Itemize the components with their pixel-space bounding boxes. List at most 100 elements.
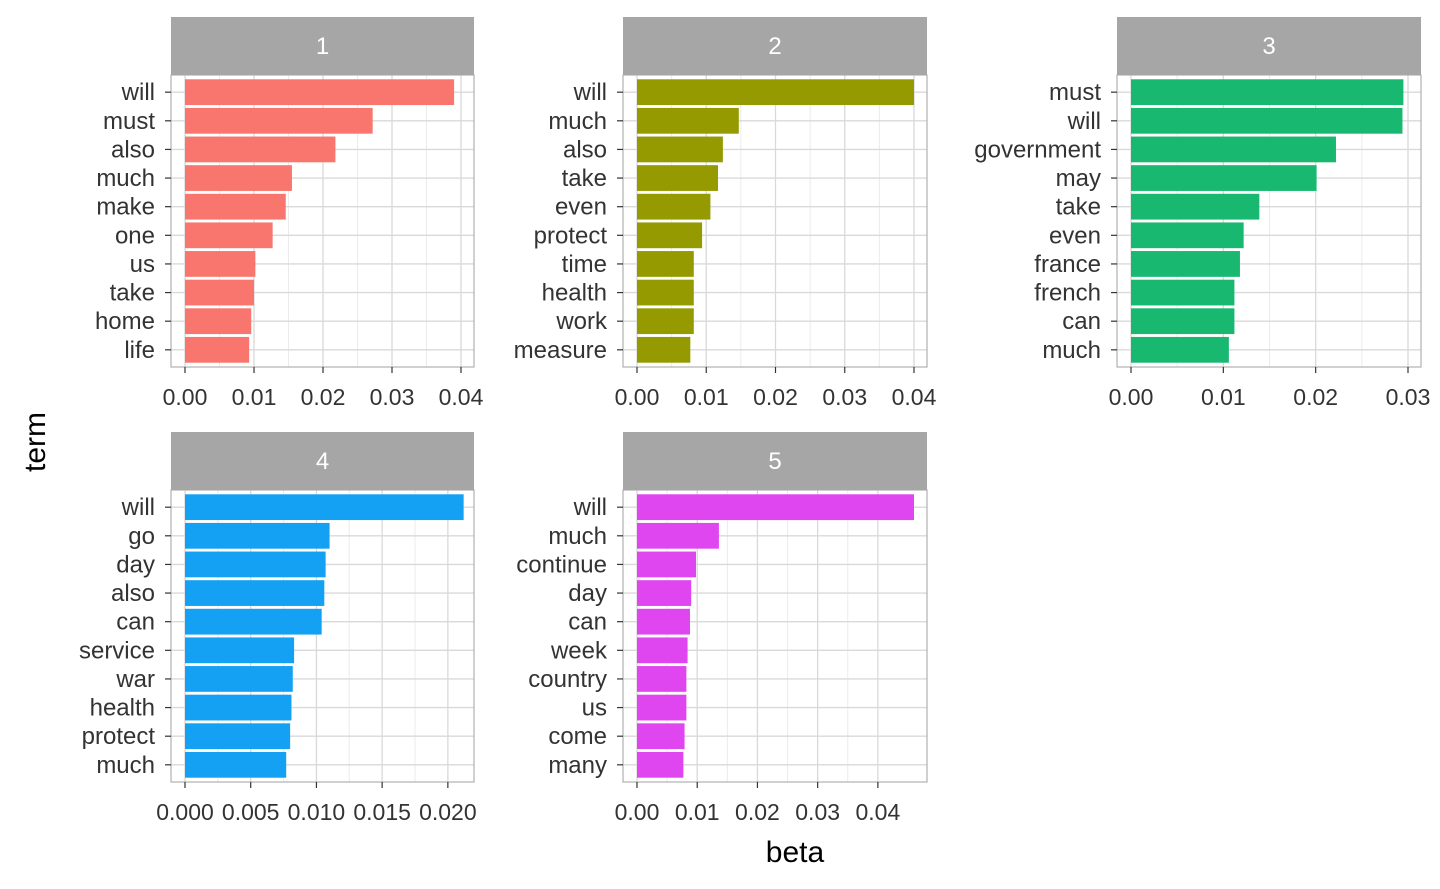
term-label: time — [562, 251, 607, 278]
bar-5-will — [637, 494, 914, 521]
facet-panel-2: 2 willmuchalsotakeevenprotecttimehealthwo… — [514, 17, 937, 410]
x-tick-label: 0.04 — [439, 384, 484, 410]
term-label: even — [1049, 222, 1101, 249]
bar-5-continue — [637, 551, 697, 578]
bar-3-government — [1131, 136, 1336, 163]
bar-4-will — [185, 494, 464, 521]
bar-3-france — [1131, 251, 1240, 277]
term-label: will — [121, 79, 155, 106]
facet-strip-label: 3 — [1262, 33, 1275, 60]
bar-5-can — [637, 608, 690, 635]
x-tick-label: 0.02 — [1293, 384, 1338, 410]
x-tick-label: 0.02 — [753, 384, 798, 410]
facet-strip — [171, 432, 474, 490]
facet-strip — [1117, 17, 1421, 75]
bar-3-will — [1131, 107, 1403, 134]
x-tick-label: 0.03 — [370, 384, 415, 410]
bar-4-health — [185, 694, 292, 721]
term-label: take — [1056, 194, 1101, 221]
bar-5-day — [637, 580, 692, 606]
term-label: will — [573, 79, 607, 106]
x-tick-label: 0.00 — [615, 384, 660, 410]
bar-1-life — [185, 336, 250, 363]
term-label: take — [110, 280, 155, 307]
bar-1-take — [185, 279, 254, 306]
term-label: also — [111, 136, 155, 163]
term-label: france — [1034, 251, 1101, 278]
x-axis-title: beta — [766, 836, 825, 869]
term-label: continue — [516, 551, 607, 578]
term-label: go — [128, 523, 155, 550]
x-tick-label: 0.01 — [1201, 384, 1246, 410]
x-tick-label: 0.010 — [288, 799, 346, 825]
x-tick-label: 0.02 — [735, 799, 780, 825]
term-label: service — [79, 637, 155, 664]
term-label: much — [96, 165, 155, 192]
facet-strip — [171, 17, 474, 75]
bar-5-week — [637, 637, 688, 664]
x-tick-label: 0.00 — [163, 384, 208, 410]
bar-2-much — [637, 107, 739, 134]
facet-panel-5: 5 willmuchcontinuedaycanweekcountryuscome… — [516, 432, 928, 825]
bar-5-country — [637, 666, 687, 692]
term-label: can — [116, 609, 155, 636]
bar-1-make — [185, 193, 286, 220]
term-label: day — [116, 551, 155, 578]
bar-4-war — [185, 666, 293, 692]
x-tick-label: 0.01 — [684, 384, 729, 410]
term-label: french — [1034, 280, 1101, 307]
bar-1-us — [185, 251, 256, 277]
bar-2-also — [637, 136, 723, 163]
term-label: life — [124, 337, 155, 364]
bar-5-many — [637, 751, 684, 778]
bar-3-may — [1131, 165, 1317, 191]
bar-2-protect — [637, 222, 703, 249]
x-tick-label: 0.04 — [892, 384, 937, 410]
bar-3-french — [1131, 279, 1235, 306]
bar-2-take — [637, 165, 719, 191]
term-label: government — [974, 136, 1101, 163]
bar-4-go — [185, 522, 330, 549]
bar-1-much — [185, 165, 292, 191]
x-tick-label: 0.04 — [855, 799, 900, 825]
term-label: war — [115, 666, 155, 693]
term-label: day — [568, 580, 607, 607]
term-label: protect — [534, 222, 608, 249]
term-label: much — [1042, 337, 1101, 364]
term-label: measure — [514, 337, 607, 364]
bar-4-service — [185, 637, 295, 664]
x-tick-label: 0.000 — [156, 799, 214, 825]
term-label: can — [568, 609, 607, 636]
term-label: much — [96, 752, 155, 779]
term-label: may — [1056, 165, 1101, 192]
facet-strip-label: 1 — [316, 33, 329, 60]
bar-1-one — [185, 222, 273, 249]
bar-3-even — [1131, 222, 1244, 249]
x-tick-label: 0.020 — [419, 799, 477, 825]
bar-2-work — [637, 308, 694, 335]
bar-3-must — [1131, 79, 1404, 106]
bar-4-also — [185, 580, 325, 606]
bar-1-will — [185, 79, 455, 106]
term-label: much — [548, 108, 607, 135]
term-label: also — [563, 136, 607, 163]
term-label: also — [111, 580, 155, 607]
term-label: will — [121, 494, 155, 521]
bar-2-measure — [637, 336, 691, 363]
y-axis-title: term — [19, 412, 52, 472]
term-label: many — [548, 752, 607, 779]
x-tick-label: 0.03 — [795, 799, 840, 825]
term-label: health — [90, 695, 155, 722]
facet-strip-label: 4 — [316, 448, 329, 475]
term-label: us — [582, 695, 607, 722]
term-label: protect — [82, 723, 156, 750]
term-label: must — [1049, 79, 1101, 106]
bar-5-much — [637, 522, 719, 549]
x-tick-label: 0.005 — [222, 799, 280, 825]
bar-1-also — [185, 136, 336, 163]
bar-2-even — [637, 193, 711, 220]
facet-panel-3: 3 mustwillgovernmentmaytakeevenfrancefren… — [974, 17, 1430, 410]
bar-4-much — [185, 751, 287, 778]
